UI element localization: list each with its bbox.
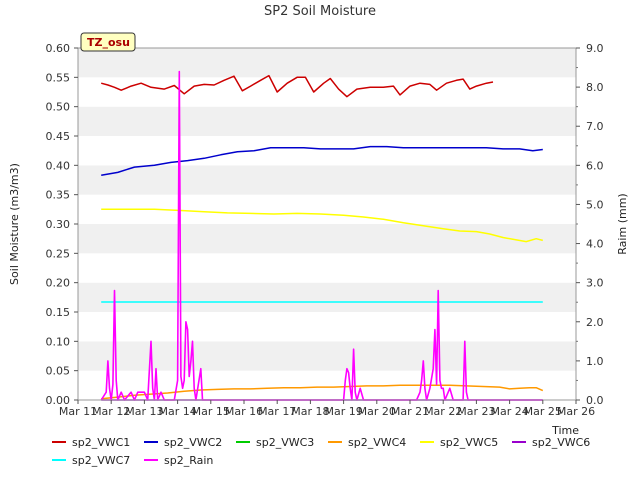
x-tick-label: Mar 22 [424,405,462,418]
y-tick-label: 0.10 [46,335,71,348]
grid-band [78,136,576,166]
legend-label-sp2_VWC4: sp2_VWC4 [348,436,406,449]
site-label-box: TZ_osu [80,32,136,52]
legend-label-sp2_VWC5: sp2_VWC5 [440,436,498,449]
y-tick-label: 0.35 [46,189,71,202]
x-tick-label: Mar 21 [391,405,429,418]
x-tick-label: Mar 15 [192,405,230,418]
x-tick-label: Mar 20 [358,405,396,418]
series-line-sp2_VWC4 [101,384,544,400]
x-tick-label: Mar 25 [524,405,562,418]
grid-band [78,312,576,342]
x-tick-label: Mar 12 [92,405,130,418]
y-tick-label: 0.50 [46,101,71,114]
y2-tick-label: 5.0 [586,198,604,211]
grid-band [78,165,576,195]
y-tick-label: 0.00 [46,394,71,407]
y-axis-right: 0.0 1.0 2.0 3.0 4.0 5.0 6.0 7.0 8.0 9.0 [576,42,604,407]
y-axis-title: Soil Moisture (m3/m3) [8,163,21,285]
grid-band [78,48,576,78]
y2-tick-label: 6.0 [586,159,604,172]
chart-title: SP2 Soil Moisture [264,4,376,19]
x-tick-label: Mar 24 [490,405,528,418]
y-tick-label: 0.15 [46,306,71,319]
y2-tick-label: 8.0 [586,81,604,94]
y2-tick-label: 0.0 [586,394,604,407]
y2-tick-label: 1.0 [586,355,604,368]
x-tick-label: Mar 23 [457,405,495,418]
y2-tick-label: 4.0 [586,238,604,251]
y-tick-label: 0.05 [46,365,71,378]
y-tick-label: 0.40 [46,159,71,172]
x-tick-label: Mar 13 [125,405,163,418]
y-tick-label: 0.25 [46,247,71,260]
legend-label-sp2_VWC7: sp2_VWC7 [72,454,130,467]
y-tick-label: 0.60 [46,42,71,55]
x-tick-label: Mar 18 [291,405,329,418]
y-axis-left: 0.00 0.05 0.10 0.15 0.20 0.25 0.30 0.35 0.40 0.45… [46,42,78,407]
grid-band [78,106,576,136]
grid-band [78,253,576,283]
grid-band [78,370,576,400]
legend-label-sp2_Rain: sp2_Rain [164,454,213,467]
y-tick-label: 0.30 [46,218,71,231]
grid-band [78,341,576,371]
legend: sp2_VWC1 sp2_VWC2 sp2_VWC3 sp2_VWC4 sp2_VWC5… [52,436,590,467]
x-tick-label: Mar 26 [557,405,595,418]
x-tick-label: Mar 16 [225,405,263,418]
legend-label-sp2_VWC3: sp2_VWC3 [256,436,314,449]
series-line-sp2_VWC1 [101,74,494,98]
x-axis-title: Time [551,424,579,437]
y2-tick-label: 9.0 [586,42,604,55]
legend-label-sp2_VWC2: sp2_VWC2 [164,436,222,449]
legend-label-sp2_VWC6: sp2_VWC6 [532,436,590,449]
grid-bands [78,48,576,400]
grid-band [78,224,576,254]
y-tick-label: 0.55 [46,71,71,84]
y2-axis-title: Raim (mm) [616,193,629,254]
y2-tick-label: 7.0 [586,120,604,133]
x-tick-label: Mar 14 [158,405,196,418]
grid-band [78,282,576,312]
site-label: TZ_osu [87,36,130,49]
x-tick-label: Mar 11 [59,405,97,418]
legend-label-sp2_VWC1: sp2_VWC1 [72,436,130,449]
y-tick-label: 0.20 [46,277,71,290]
series-line-sp2_VWC5 [101,208,543,243]
y2-tick-label: 3.0 [586,277,604,290]
x-tick-label: Mar 17 [258,405,296,418]
y2-tick-label: 2.0 [586,316,604,329]
y-tick-label: 0.45 [46,130,71,143]
x-tick-label: Mar 19 [324,405,362,418]
